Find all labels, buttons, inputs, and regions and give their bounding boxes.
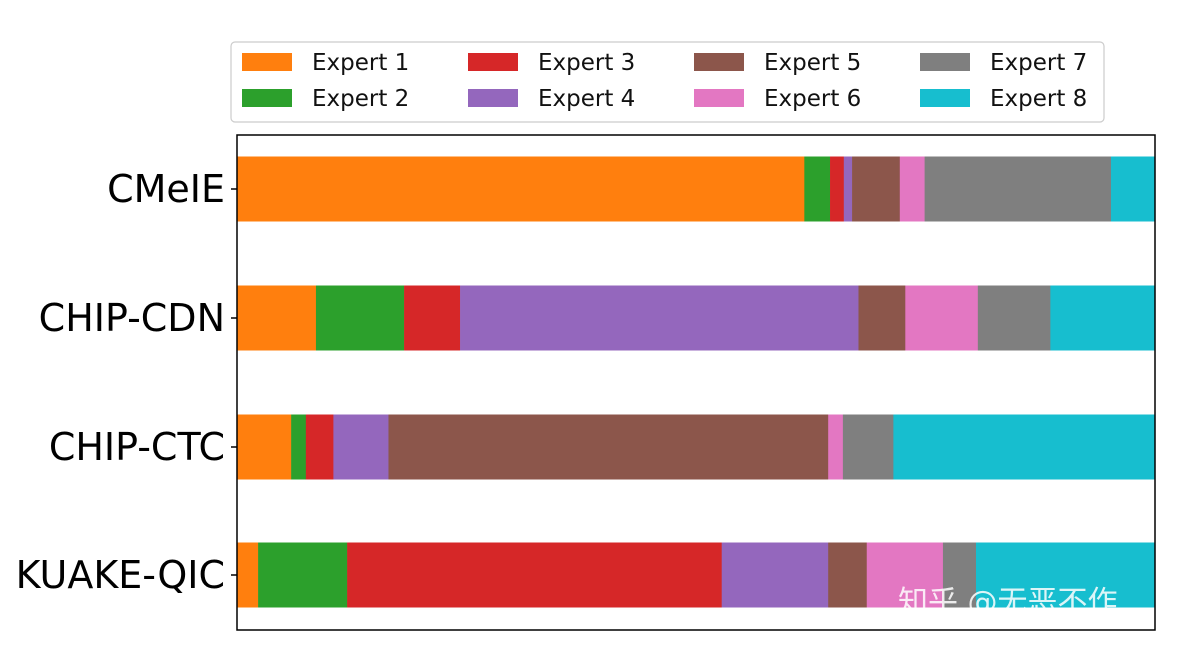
bar-cmeie-expert-1: [237, 156, 805, 222]
bar-chip-cdn-expert-1: [237, 285, 317, 351]
bar-kuake-qic-expert-7: [942, 542, 977, 608]
plot-frame: [236, 134, 1156, 631]
bar-chip-cdn-expert-4: [460, 285, 859, 351]
legend-box: [230, 41, 1105, 123]
legend-label-expert-2: Expert 2: [312, 86, 409, 112]
bars: [237, 156, 1156, 608]
bar-chip-ctc-expert-3: [305, 414, 334, 480]
legend-swatch-expert-4: [468, 89, 518, 107]
bar-chip-cdn-expert-5: [858, 285, 906, 351]
legend-swatch-expert-3: [468, 53, 518, 71]
legend-label-expert-4: Expert 4: [538, 86, 635, 112]
bar-chip-ctc-expert-6: [828, 414, 844, 480]
legend-label-expert-3: Expert 3: [538, 50, 635, 76]
legend-label-expert-5: Expert 5: [764, 50, 861, 76]
bar-kuake-qic-expert-5: [828, 542, 868, 608]
bar-chip-cdn-expert-3: [404, 285, 461, 351]
bar-chip-cdn-expert-7: [977, 285, 1051, 351]
legend-label-expert-6: Expert 6: [764, 86, 861, 112]
y-axis: CMeIE CHIP-CDN CHIP-CTC KUAKE-QIC: [16, 167, 237, 597]
bar-cmeie-expert-3: [830, 156, 845, 222]
watermark: 知乎 @无恶不作: [898, 585, 1118, 620]
bar-chip-cdn-expert-2: [315, 285, 405, 351]
bar-cmeie-expert-7: [924, 156, 1112, 222]
bar-cmeie-expert-2: [804, 156, 831, 222]
legend-swatch-expert-8: [920, 89, 970, 107]
y-tick-label-cmeie: CMeIE: [107, 167, 225, 211]
bar-kuake-qic-expert-1: [237, 542, 259, 608]
bar-cmeie-expert-4: [843, 156, 853, 222]
bar-kuake-qic-expert-6: [866, 542, 944, 608]
bar-kuake-qic-expert-8: [975, 542, 1156, 608]
legend-swatch-expert-5: [694, 53, 744, 71]
bar-cmeie-expert-6: [899, 156, 925, 222]
legend-label-expert-8: Expert 8: [990, 86, 1087, 112]
legend-swatch-expert-1: [242, 53, 292, 71]
legend-swatch-expert-6: [694, 89, 744, 107]
bar-chip-ctc-expert-2: [291, 414, 307, 480]
bar-chip-ctc-expert-4: [333, 414, 389, 480]
y-tick-label-kuake-qic: KUAKE-QIC: [16, 553, 225, 597]
bar-chip-ctc-expert-7: [842, 414, 894, 480]
bar-kuake-qic-expert-2: [258, 542, 348, 608]
bar-chip-cdn-expert-8: [1050, 285, 1156, 351]
bar-chip-ctc-expert-5: [388, 414, 829, 480]
y-tick-label-chip-ctc: CHIP-CTC: [49, 425, 225, 469]
legend-label-expert-1: Expert 1: [312, 50, 409, 76]
y-tick-label-chip-cdn: CHIP-CDN: [39, 296, 225, 340]
legend-swatch-expert-7: [920, 53, 970, 71]
bar-chip-ctc-expert-8: [893, 414, 1156, 480]
bar-cmeie-expert-5: [852, 156, 901, 222]
legend-label-expert-7: Expert 7: [990, 50, 1087, 76]
legend-swatch-expert-2: [242, 89, 292, 107]
bar-chip-cdn-expert-6: [905, 285, 979, 351]
bar-chip-ctc-expert-1: [237, 414, 292, 480]
legend: Expert 1 Expert 2 Expert 3 Expert 4 Expert 5…: [230, 41, 1105, 123]
bar-cmeie-expert-8: [1110, 156, 1156, 222]
bar-kuake-qic-expert-3: [347, 542, 722, 608]
bar-kuake-qic-expert-4: [721, 542, 829, 608]
